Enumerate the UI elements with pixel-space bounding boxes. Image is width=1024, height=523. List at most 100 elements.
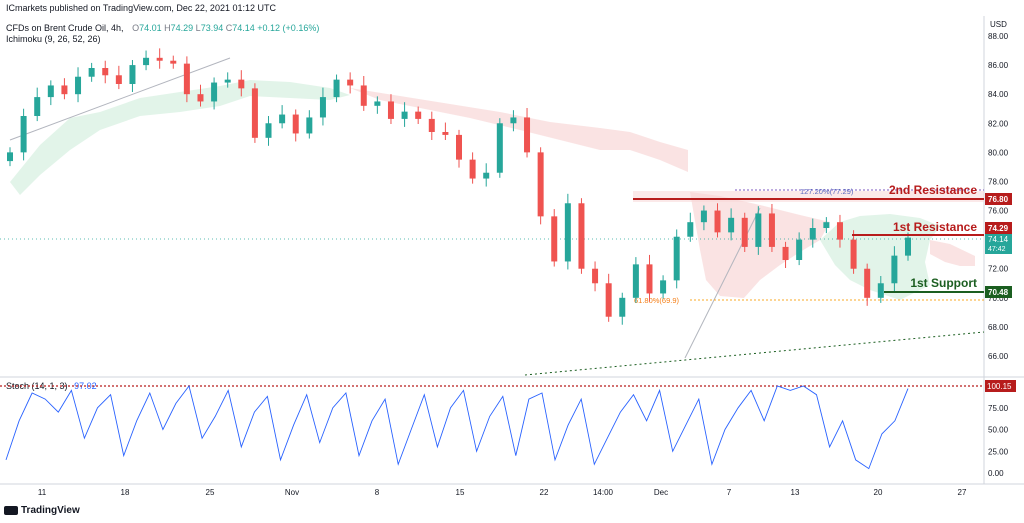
price-tick-11: 66.00 xyxy=(988,352,1009,361)
candle-body xyxy=(75,76,82,95)
price-tick-6: 76.00 xyxy=(988,207,1009,216)
candle-body xyxy=(211,82,218,102)
candle-body xyxy=(578,203,585,269)
candle-body xyxy=(796,239,803,260)
candle-body xyxy=(238,79,245,89)
footer-brand[interactable]: TradingView xyxy=(4,505,80,516)
high-label: H xyxy=(164,23,171,33)
candle-body xyxy=(850,239,857,269)
stoch-line xyxy=(5,384,909,470)
candles-group xyxy=(7,48,911,325)
stoch-tick-0: 75.00 xyxy=(988,404,1009,413)
candle-body xyxy=(823,222,830,228)
time-tick-11: 20 xyxy=(874,488,883,497)
price-tick-10: 68.00 xyxy=(988,323,1009,332)
candle-body xyxy=(714,210,721,233)
price-tick-9: 70.00 xyxy=(988,294,1009,303)
time-tick-10: 13 xyxy=(791,488,800,497)
time-tick-8: Dec xyxy=(654,488,668,497)
price-tick-4: 80.00 xyxy=(988,148,1009,157)
published-note: ICmarkets published on TradingView.com, … xyxy=(6,3,276,13)
candle-body xyxy=(809,228,816,240)
candle-body xyxy=(442,132,449,135)
ohlc-legend: CFDs on Brent Crude Oil, 4h, O74.01 H74.… xyxy=(6,23,319,33)
time-tick-6: 22 xyxy=(540,488,549,497)
candle-body xyxy=(864,268,871,298)
candle-body xyxy=(88,68,95,77)
candle-body xyxy=(156,57,163,61)
change-value: +0.12 (+0.16%) xyxy=(257,23,320,33)
low-label: L xyxy=(195,23,201,33)
resistance2-text: 2nd Resistance xyxy=(889,183,977,197)
candle-body xyxy=(183,63,190,95)
symbol-name[interactable]: CFDs on Brent Crude Oil, 4h, xyxy=(6,23,124,33)
close-label: C xyxy=(225,23,233,33)
resistance2-price: 76.80 xyxy=(988,195,1009,204)
time-tick-5: 15 xyxy=(456,488,465,497)
candle-body xyxy=(768,213,775,247)
stoch-ticks: 75.00 50.00 25.00 0.00 xyxy=(988,404,1009,478)
countdown: 47:42 xyxy=(988,246,1006,253)
time-tick-2: 25 xyxy=(206,488,215,497)
ichimoku-legend[interactable]: Ichimoku (9, 26, 52, 26) xyxy=(6,34,101,44)
price-tick-1: 86.00 xyxy=(988,61,1009,70)
stoch-level-tag xyxy=(985,380,1016,392)
candle-body xyxy=(170,60,177,64)
fib-ext-text: 127.20%(77.29) xyxy=(800,187,854,196)
candle-body xyxy=(673,236,680,281)
price-tick-0: 88.00 xyxy=(988,32,1009,41)
ichimoku-cloud-bull-1 xyxy=(10,80,350,195)
resistance2-price-tag xyxy=(985,193,1012,205)
candle-body xyxy=(319,97,326,118)
candle-body xyxy=(374,101,381,106)
close-value: 74.14 xyxy=(232,23,255,33)
trend-line-upper[interactable] xyxy=(9,57,231,141)
candle-body xyxy=(347,79,354,86)
candle-body xyxy=(61,85,68,95)
trend-line-bottom[interactable] xyxy=(524,331,985,376)
candle-body xyxy=(34,97,41,116)
support1-text: 1st Support xyxy=(910,276,977,290)
stoch-tick-3: 0.00 xyxy=(988,469,1004,478)
candle-body xyxy=(687,222,694,237)
candle-body xyxy=(836,222,843,240)
high-value: 74.29 xyxy=(170,23,194,33)
candle-body xyxy=(483,172,490,179)
ichimoku-label: Ichimoku (9, 26, 52, 26) xyxy=(6,34,101,44)
open-label: O xyxy=(132,23,140,33)
support1-price: 70.48 xyxy=(988,288,1009,297)
time-tick-4: 8 xyxy=(375,488,380,497)
candle-body xyxy=(7,152,13,162)
candle-body xyxy=(551,216,558,262)
low-value: 73.94 xyxy=(200,23,224,33)
time-ticks: 11 18 25 Nov 8 15 22 14:00 Dec 7 13 20 27 xyxy=(38,488,967,497)
stoch-tick-2: 25.00 xyxy=(988,447,1009,456)
candle-body xyxy=(537,152,544,217)
candle-body xyxy=(905,237,911,256)
resistance1-price-tag xyxy=(985,222,1012,234)
candle-body xyxy=(700,210,707,223)
candle-body xyxy=(333,79,340,98)
price-ticks: 88.0086.0084.0082.0080.0078.0076.0074.00… xyxy=(988,32,1009,361)
open-value: 74.01 xyxy=(139,23,162,33)
candle-body xyxy=(469,159,476,179)
candle-body xyxy=(292,114,299,134)
price-tick-2: 84.00 xyxy=(988,90,1009,99)
candle-body xyxy=(279,114,286,124)
stoch-level-value: 100.15 xyxy=(987,382,1012,391)
stoch-tick-1: 50.00 xyxy=(988,426,1009,435)
candle-body xyxy=(47,85,54,98)
price-tick-3: 82.00 xyxy=(988,119,1009,128)
time-tick-3: Nov xyxy=(285,488,299,497)
candle-body xyxy=(605,283,612,317)
time-tick-7: 14:00 xyxy=(593,488,614,497)
candle-body xyxy=(660,280,667,294)
candle-body xyxy=(306,117,313,134)
candle-body xyxy=(496,123,503,173)
time-tick-1: 18 xyxy=(121,488,130,497)
price-tick-5: 78.00 xyxy=(988,177,1009,186)
candle-body xyxy=(728,217,735,233)
price-tick-8: 72.00 xyxy=(988,265,1009,274)
candle-body xyxy=(102,68,109,76)
